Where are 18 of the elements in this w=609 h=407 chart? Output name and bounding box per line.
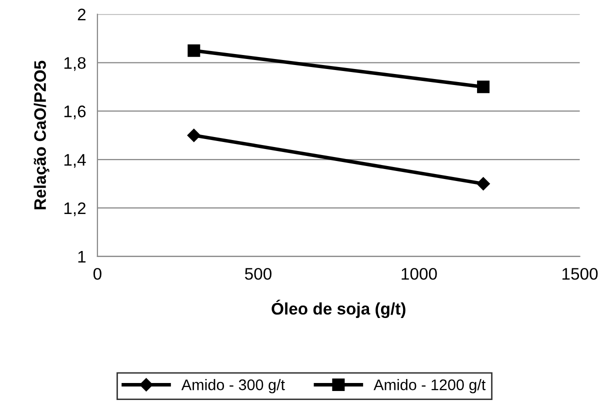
y-tick-label: 1,6: [64, 106, 86, 120]
y-tick-label: 1: [78, 250, 86, 262]
y-tick-label: 1,8: [64, 57, 86, 71]
y-axis-title: Relação CaO/P2O5: [34, 60, 50, 210]
x-tick-label: 0: [93, 268, 102, 280]
x-axis-title: Óleo de soja (g/t): [272, 300, 406, 318]
y-tick-label: 1,2: [64, 202, 86, 216]
point: [188, 44, 200, 57]
x-tick-label: 500: [244, 268, 272, 280]
x-tick-label: 1000: [402, 268, 437, 280]
point: [187, 128, 200, 142]
point: [477, 80, 490, 94]
legend-label: Amido - 300 g/t: [181, 379, 285, 394]
y-tick-label: 1,4: [64, 154, 86, 168]
point: [476, 177, 490, 190]
y-tick-label: 2: [78, 8, 86, 20]
legend-label: Amido - 1200 g/t: [374, 379, 486, 394]
x-tick-label: 1500: [562, 268, 598, 280]
